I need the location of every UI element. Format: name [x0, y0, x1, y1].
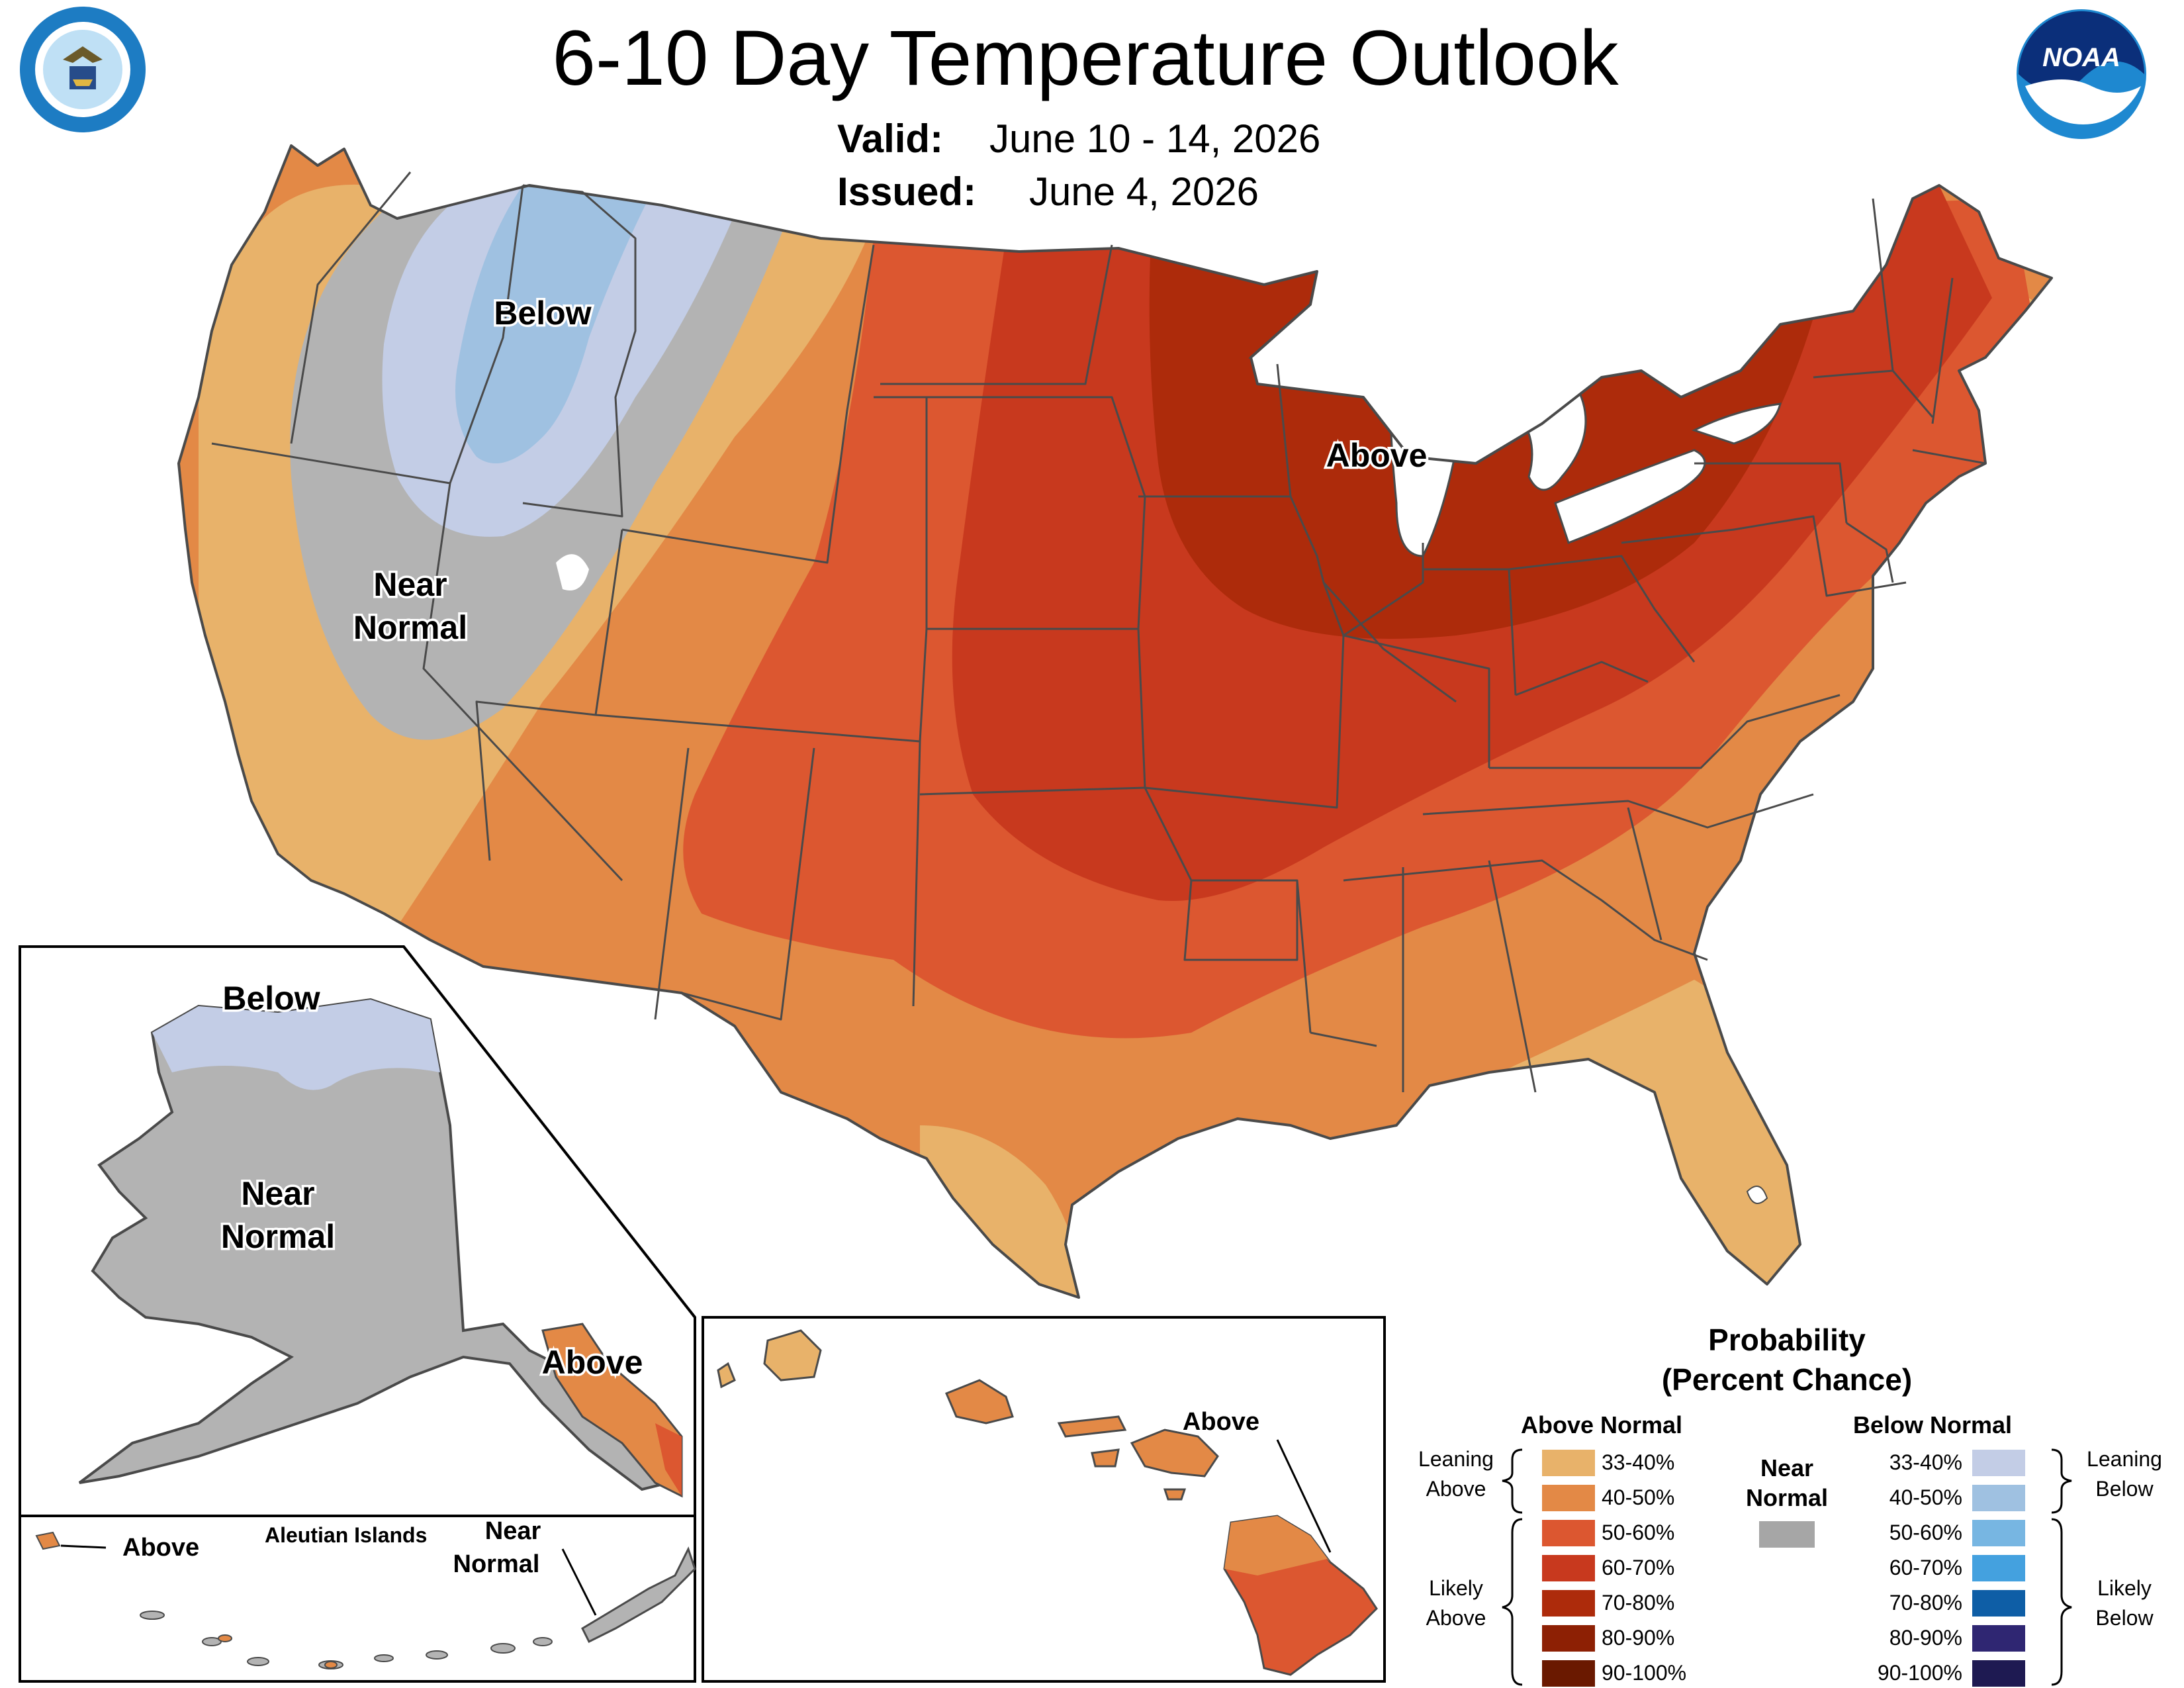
legend-above-range: 40-50%	[1602, 1485, 1674, 1509]
legend-below-range: 33-40%	[1889, 1450, 1962, 1474]
legend-near-swatch	[1759, 1521, 1815, 1548]
legend-likely-above-2: Above	[1426, 1606, 1486, 1630]
legend-title-line2: (Percent Chance)	[1662, 1362, 1912, 1397]
legend-above-swatch	[1542, 1590, 1595, 1617]
legend-near-label-2: Normal	[1746, 1484, 1828, 1511]
legend-below-swatch	[1972, 1450, 2025, 1476]
alaska-near-label-2: Normal	[221, 1218, 335, 1255]
legend-below-range: 40-50%	[1889, 1485, 1962, 1509]
header: 6-10 Day Temperature Outlook Valid: June…	[552, 15, 1619, 214]
conus-outline	[177, 144, 2053, 1299]
legend-above-swatch	[1542, 1485, 1595, 1511]
alaska-above-label: Above	[542, 1344, 643, 1381]
legend-above-range: 60-70%	[1602, 1556, 1674, 1579]
legend-above-range: 80-90%	[1602, 1626, 1674, 1650]
hawaii-inset: Above	[702, 1316, 1386, 1683]
legend-above-range: 33-40%	[1602, 1450, 1674, 1474]
legend-leaning-below-2: Below	[2095, 1477, 2154, 1501]
probability-legend: Probability (Percent Chance) Above Norma…	[1418, 1323, 2162, 1687]
aleutian-above-label: Above	[122, 1534, 199, 1562]
legend-likely-below-2: Below	[2095, 1606, 2154, 1630]
legend-leaning-below-1: Leaning	[2087, 1447, 2162, 1471]
alaska-near-label-1: Near	[241, 1175, 314, 1212]
legend-leaning-above-1: Leaning	[1418, 1447, 1494, 1471]
legend-above-entries: 33-40% 40-50% 50-60% 60-70% 70-80% 80-90% 90-1…	[1542, 1450, 1686, 1687]
legend-likely-below-1: Likely	[2097, 1576, 2152, 1600]
legend-near-label-1: Near	[1760, 1454, 1813, 1481]
state-boundaries	[211, 171, 1986, 1093]
conus-above-label: Above	[1326, 437, 1428, 474]
aleutian-near-label-1: Near	[485, 1517, 541, 1545]
legend-above-swatch	[1542, 1450, 1595, 1476]
valid-dates: June 10 - 14, 2026	[989, 117, 1320, 161]
hawaii-above-label: Above	[1183, 1408, 1259, 1436]
legend-above-swatch	[1542, 1625, 1595, 1652]
issued-date: June 4, 2026	[1029, 169, 1259, 214]
aleutian-near-label-2: Normal	[453, 1550, 540, 1578]
legend-above-range: 50-60%	[1602, 1521, 1674, 1544]
legend-below-range: 50-60%	[1889, 1521, 1962, 1544]
noaa-logo: NOAA	[2017, 9, 2146, 139]
aleutian-inset: Above Aleutian Islands Near Normal	[19, 1515, 696, 1683]
legend-title-line1: Probability	[1708, 1323, 1866, 1357]
legend-likely-above-1: Likely	[1429, 1576, 1483, 1600]
legend-below-swatch	[1972, 1485, 2025, 1511]
commerce-seal-logo	[20, 7, 146, 132]
legend-above-swatch	[1542, 1660, 1595, 1687]
legend-below-header: Below Normal	[1853, 1411, 2012, 1438]
conus-below-label: Below	[494, 295, 591, 332]
aleutian-islands-title: Aleutian Islands	[265, 1523, 427, 1547]
legend-below-swatch	[1972, 1555, 2025, 1581]
legend-above-swatch	[1542, 1555, 1595, 1581]
svg-text:NOAA: NOAA	[2042, 43, 2120, 72]
legend-above-range: 90-100%	[1602, 1661, 1686, 1685]
legend-below-range: 70-80%	[1889, 1591, 1962, 1615]
legend-below-range: 60-70%	[1889, 1556, 1962, 1579]
legend-below-range: 90-100%	[1878, 1661, 1962, 1685]
legend-below-swatch	[1972, 1625, 2025, 1652]
conus-near-label-1: Near	[373, 566, 447, 603]
legend-above-swatch	[1542, 1520, 1595, 1546]
issued-label: Issued:	[837, 169, 976, 214]
legend-above-range: 70-80%	[1602, 1591, 1674, 1615]
alaska-inset: Below Near Normal Above	[19, 945, 696, 1517]
conus-near-label-2: Normal	[353, 609, 467, 646]
conus-map: Below Near Normal Above	[177, 144, 2053, 1299]
alaska-below-label: Below	[222, 980, 320, 1017]
legend-below-swatch	[1972, 1590, 2025, 1617]
map-title: 6-10 Day Temperature Outlook	[552, 15, 1619, 102]
legend-below-entries: 33-40% 40-50% 50-60% 60-70% 70-80% 80-90% 90-1…	[1878, 1450, 2025, 1687]
legend-below-swatch	[1972, 1660, 2025, 1687]
legend-above-header: Above Normal	[1521, 1411, 1682, 1438]
legend-leaning-above-2: Above	[1426, 1477, 1486, 1501]
valid-label: Valid:	[837, 117, 943, 161]
legend-below-range: 80-90%	[1889, 1626, 1962, 1650]
legend-below-swatch	[1972, 1520, 2025, 1546]
